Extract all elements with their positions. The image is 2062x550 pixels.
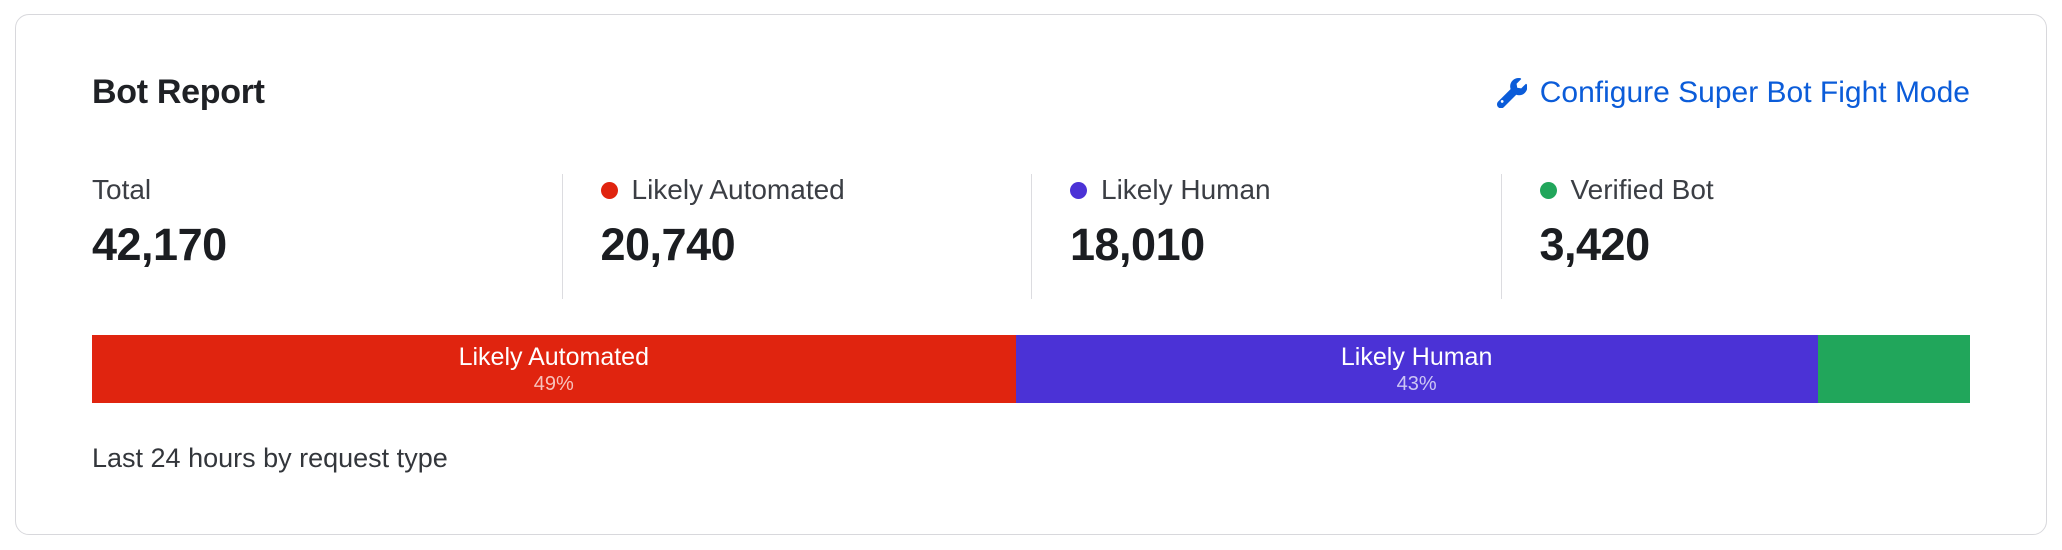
configure-link-label: Configure Super Bot Fight Mode [1539,75,1970,109]
likely-automated-dot-icon [600,181,618,199]
stacked-bar-chart: Likely Automated 49% Likely Human 43% [92,335,1970,403]
stat-likely-automated: Likely Automated 20,740 [561,174,1032,299]
configure-super-bot-fight-mode-link[interactable]: Configure Super Bot Fight Mode [1496,75,1970,110]
stat-label-text: Likely Human [1101,174,1271,205]
stat-label-verified-bot: Verified Bot [1539,174,1971,206]
footer-caption: Last 24 hours by request type [92,443,448,473]
bar-segment-likely-human: Likely Human 43% [1015,335,1818,403]
bar-segment-verified-bot [1817,335,1970,403]
stat-label-likely-human: Likely Human [1070,174,1501,206]
likely-human-dot-icon [1070,181,1087,199]
bot-report-card: Bot Report Configure Super Bot Fight Mod… [15,14,2047,535]
stat-verified-bot: Verified Bot 3,420 [1500,174,1971,299]
card-header: Bot Report Configure Super Bot Fight Mod… [92,73,1970,112]
page-title: Bot Report [92,73,265,111]
stats-row: Total 42,170 Likely Automated 20,740 Lik… [92,174,1970,299]
segment-label: Likely Human [1340,342,1493,371]
segment-percent: 43% [1396,373,1437,396]
stat-total: Total 42,170 [92,174,562,299]
stat-value-total: 42,170 [92,219,227,270]
stat-likely-human: Likely Human 18,010 [1031,174,1501,299]
stat-label-total: Total [92,174,562,206]
stat-label-text: Total [92,174,152,205]
verified-bot-dot-icon [1539,181,1557,199]
stat-label-text: Verified Bot [1570,174,1714,205]
bar-segment-likely-automated: Likely Automated 49% [92,335,1016,403]
segment-percent: 49% [533,373,574,396]
wrench-icon [1496,77,1527,108]
stat-value-likely-automated: 20,740 [600,219,736,270]
stat-label-text: Likely Automated [631,174,845,205]
segment-label: Likely Automated [458,342,649,371]
stat-value-verified-bot: 3,420 [1539,219,1651,270]
stat-label-likely-automated: Likely Automated [600,174,1032,206]
stat-value-likely-human: 18,010 [1070,219,1205,270]
